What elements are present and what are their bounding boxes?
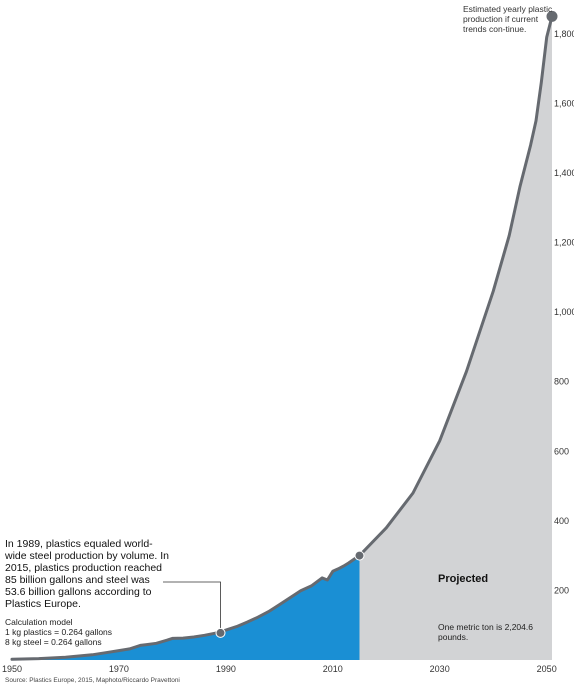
y-axis-ticks: 200 400 600 800 1,000 1,200 1,400 1,600 1,800 [554, 29, 574, 596]
historical-area [12, 555, 360, 660]
projection-end-note: Estimated yearly plastic production if c… [463, 4, 553, 34]
x-tick-label: 2050 [537, 664, 557, 674]
y-tick-label: 1,400 [554, 168, 574, 178]
projected-label: Projected [438, 573, 489, 585]
calculation-model-title: Calculation model [5, 617, 73, 627]
y-tick-label: 1,800 [554, 29, 574, 39]
historical-line [10, 554, 361, 661]
data-marker-1989 [215, 627, 226, 638]
x-tick-label: 1970 [109, 664, 129, 674]
x-tick-label: 2030 [430, 664, 450, 674]
y-tick-label: 400 [554, 516, 569, 526]
crossover-note: In 1989, plastics equaled world-wide ste… [5, 538, 170, 610]
y-tick-label: 600 [554, 446, 569, 456]
y-tick-label: 800 [554, 377, 569, 387]
crossover-callout [163, 581, 221, 629]
x-tick-label: 2010 [323, 664, 343, 674]
chart-areas [12, 16, 552, 660]
data-marker-2051 [546, 10, 558, 22]
projected-area [359, 16, 552, 660]
source-note: Source: Plastics Europe, 2015, Maphoto/R… [5, 677, 180, 684]
x-axis-ticks: 1950 1970 1990 2010 2030 2050 [2, 664, 557, 674]
y-tick-label: 1,000 [554, 307, 574, 317]
x-tick-label: 1950 [2, 664, 22, 674]
projected-line [358, 14, 554, 558]
data-marker-2015 [354, 550, 365, 561]
y-tick-label: 1,200 [554, 238, 574, 248]
crossover-leader-line [163, 581, 221, 629]
y-tick-label: 1,600 [554, 98, 574, 108]
y-tick-label: 200 [554, 585, 569, 595]
chart-markers [215, 10, 558, 638]
metric-ton-note: One metric ton is 2,204.6 pounds. [438, 622, 533, 642]
x-tick-label: 1990 [216, 664, 236, 674]
chart-lines [10, 14, 554, 661]
calculation-steel-line: 8 kg steel = 0.264 gallons [5, 637, 102, 647]
calculation-plastics-line: 1 kg plastics = 0.264 gallons [5, 627, 113, 637]
